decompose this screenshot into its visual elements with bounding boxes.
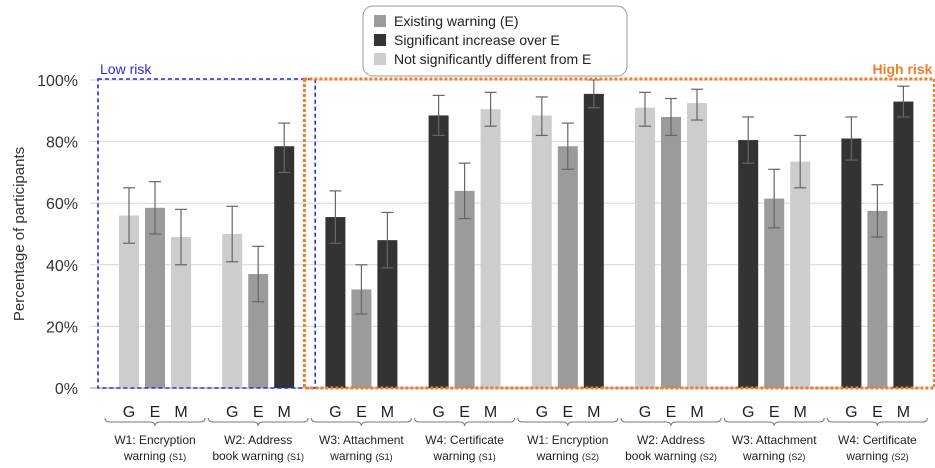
bar-category-label: M xyxy=(381,404,394,421)
bar-category-label: G xyxy=(639,404,651,421)
y-tick-label: 40% xyxy=(46,258,78,275)
bar xyxy=(222,234,243,388)
group-brace xyxy=(414,417,516,427)
bar-category-label: E xyxy=(872,404,883,421)
legend-label: Not significantly different from E xyxy=(394,51,591,67)
bar xyxy=(661,116,681,389)
group-label: W1: Encryption xyxy=(527,433,608,447)
bar xyxy=(119,215,139,388)
group-sublabel: book warning (S2) xyxy=(625,449,717,463)
bar xyxy=(738,140,759,388)
risk-region-box xyxy=(97,78,316,389)
group-label: W4: Certificate xyxy=(838,433,917,447)
legend-box xyxy=(362,5,628,77)
group-brace xyxy=(104,417,206,427)
group-sublabel: warning (S2) xyxy=(845,449,908,463)
group-brace xyxy=(826,417,928,427)
bar xyxy=(867,210,888,388)
bar xyxy=(480,109,501,388)
bar-category-label: G xyxy=(536,404,548,421)
bar xyxy=(454,190,475,388)
bar-category-label: G xyxy=(742,404,754,421)
bar xyxy=(687,103,707,388)
y-tick-label: 0% xyxy=(55,381,78,398)
bar-category-label: M xyxy=(794,404,807,421)
bar-category-label: G xyxy=(226,404,238,421)
bar-category-label: E xyxy=(769,404,780,421)
bar-category-label: M xyxy=(897,404,910,421)
group-label: W3: Attachment xyxy=(732,433,817,447)
group-sublabel: warning (S1) xyxy=(432,449,495,463)
group-sublabel: book warning (S1) xyxy=(212,449,304,463)
bar xyxy=(274,146,295,388)
bar-category-label: M xyxy=(690,404,703,421)
bar xyxy=(145,207,165,388)
legend-swatch xyxy=(374,53,386,65)
bar-category-label: E xyxy=(562,404,573,421)
legend-swatch xyxy=(374,34,386,46)
group-brace xyxy=(620,417,722,427)
bar-category-label: E xyxy=(356,404,367,421)
y-tick-label: 60% xyxy=(46,196,78,213)
bar-category-label: E xyxy=(459,404,470,421)
group-brace xyxy=(207,417,309,427)
legend: Existing warning (E) Significant increase… xyxy=(362,5,628,77)
y-tick-label: 100% xyxy=(37,73,78,90)
bar xyxy=(841,138,862,388)
bar xyxy=(790,161,811,388)
bar xyxy=(583,93,604,389)
legend-label: Significant increase over E xyxy=(394,32,560,48)
group-brace xyxy=(310,417,412,427)
group-sublabel: warning (S2) xyxy=(742,449,805,463)
bar xyxy=(171,237,191,388)
group-brace xyxy=(723,417,825,427)
group-sublabel: warning (S1) xyxy=(123,449,186,463)
y-tick-label: 20% xyxy=(46,319,78,336)
group-label: W4: Certificate xyxy=(425,433,504,447)
bar xyxy=(557,146,578,388)
bar xyxy=(893,101,914,388)
group-label: W3: Attachment xyxy=(319,433,404,447)
bar-category-label: E xyxy=(150,404,161,421)
group-label: W1: Encryption xyxy=(114,433,195,447)
bar xyxy=(377,240,398,388)
bar-category-label: M xyxy=(278,404,291,421)
group-label: W2: Address xyxy=(637,433,705,447)
bar xyxy=(531,115,552,389)
bar xyxy=(764,198,785,388)
bar-category-label: G xyxy=(845,404,857,421)
bar-category-label: G xyxy=(432,404,444,421)
bar xyxy=(635,107,655,388)
bar xyxy=(428,115,449,389)
bar-category-label: M xyxy=(174,404,187,421)
bar xyxy=(248,274,269,388)
y-tick-label: 80% xyxy=(46,135,78,152)
bar-category-label: M xyxy=(587,404,600,421)
bar-category-label: E xyxy=(253,404,264,421)
legend-swatch xyxy=(374,15,386,27)
risk-region-label: High risk xyxy=(872,61,932,77)
group-sublabel: warning (S2) xyxy=(536,449,599,463)
bar-category-label: G xyxy=(329,404,341,421)
group-brace xyxy=(517,417,619,427)
bar-category-label: M xyxy=(484,404,497,421)
group-label: W2: Address xyxy=(224,433,292,447)
bar-category-label: E xyxy=(666,404,677,421)
y-axis-label: Percentage of participants xyxy=(11,147,28,321)
risk-region-label: Low risk xyxy=(100,61,152,77)
risk-region-box xyxy=(302,77,935,390)
bar-category-label: G xyxy=(123,404,135,421)
bar xyxy=(325,217,346,388)
group-sublabel: warning (S1) xyxy=(329,449,392,463)
legend-label: Existing warning (E) xyxy=(394,13,519,29)
